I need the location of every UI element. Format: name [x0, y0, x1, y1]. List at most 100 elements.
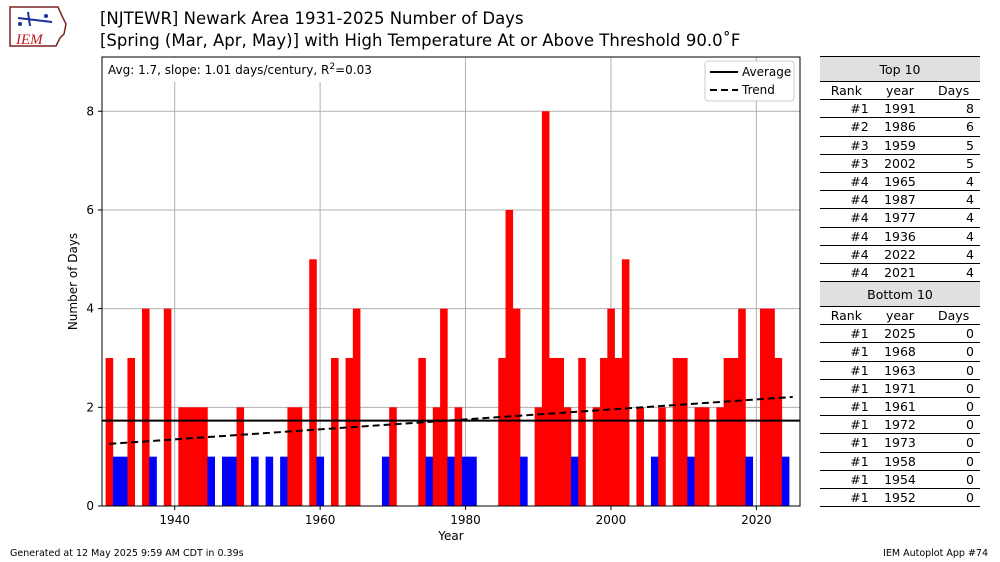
bar-1959 [309, 259, 317, 506]
bar-1990 [534, 407, 543, 506]
bar-1944 [200, 407, 208, 506]
top-10-row: #4 2022 4 [820, 245, 980, 264]
top-10-row: #4 1965 4 [820, 172, 980, 192]
bar-2017 [730, 357, 739, 506]
bar-2022 [767, 308, 775, 506]
top-10-cell: 1936 [872, 227, 928, 246]
bar-1933 [120, 456, 128, 506]
bar-1939 [163, 308, 172, 506]
top-10-row: #4 2021 4 [820, 263, 980, 283]
bar-1932 [112, 456, 121, 506]
top-10-cell: 5 [927, 154, 980, 173]
bar-1948 [229, 456, 237, 506]
top-10-row: #3 2002 5 [820, 154, 980, 173]
bar-2009 [672, 357, 681, 506]
x-tick-label: 1940 [159, 513, 190, 527]
top-10-title: Top 10 [820, 56, 980, 82]
x-tick-label: 2000 [596, 513, 627, 527]
top-10-cell: #4 [820, 172, 873, 192]
bottom-10-cell: #1 [820, 433, 873, 453]
bar-1998 [592, 407, 601, 506]
bottom-10-cell: 0 [927, 452, 980, 471]
bottom-10-cell: #1 [820, 470, 873, 489]
top-10-cell: #3 [820, 136, 873, 155]
bottom-10-cell: #1 [820, 324, 873, 344]
x-tick-label: 1960 [305, 513, 336, 527]
bottom-10-cell: 0 [927, 470, 980, 489]
bar-1995 [570, 456, 579, 506]
bottom-10-row: #1 1963 0 [820, 361, 980, 380]
bar-1942 [185, 407, 194, 506]
bar-1949 [236, 407, 245, 506]
bar-2023 [774, 357, 783, 506]
bar-1947 [221, 456, 230, 506]
top-10-row: #4 1977 4 [820, 208, 980, 228]
plot-frame [101, 56, 801, 507]
bar-1931 [105, 357, 114, 506]
stats-box [103, 58, 368, 82]
bottom-10-cell: #1 [820, 452, 873, 471]
y-tick-label: 8 [86, 104, 94, 118]
top-10-cell: 1977 [872, 208, 928, 228]
iem-logo: IEM [9, 6, 67, 48]
top-10-cell: #4 [820, 208, 873, 228]
bottom-10-header-row: Rank year Days [820, 306, 980, 326]
bar-1988 [520, 456, 528, 506]
bar-1955 [280, 456, 288, 506]
bottom-10-cell: 1952 [872, 488, 928, 508]
bar-1945 [207, 456, 215, 506]
bar-1934 [127, 357, 136, 506]
bottom-10-cell: 1972 [872, 415, 928, 435]
top-10-cell: 2021 [872, 263, 928, 283]
bottom-10-cell: 0 [927, 397, 980, 417]
chart-title-line2: [Spring (Mar, Apr, May)] with High Tempe… [100, 31, 741, 50]
bar-2019 [745, 456, 754, 506]
top-10-cell: 4 [927, 208, 980, 228]
bottom-10-cell: 1968 [872, 342, 928, 362]
bar-1956 [287, 407, 295, 506]
bar-2013 [701, 407, 710, 506]
bar-2006 [650, 456, 659, 506]
bar-2007 [658, 407, 666, 506]
y-axis-label: Number of Days [66, 233, 80, 330]
y-tick-label: 0 [86, 499, 94, 513]
bottom-10-row: #1 1973 0 [820, 433, 980, 453]
bar-2021 [760, 308, 768, 506]
bottom-10-header-cell: year [872, 306, 928, 326]
bar-1978 [447, 456, 455, 506]
bar-1953 [265, 456, 274, 506]
bar-1937 [149, 456, 157, 506]
top-10-cell: 5 [927, 136, 980, 155]
stats-annotation: Avg: 1.7, slope: 1.01 days/century, R2=0… [108, 62, 372, 77]
footer-generated-text: Generated at 12 May 2025 9:59 AM CDT in … [10, 548, 244, 559]
bar-2016 [723, 357, 732, 506]
bottom-10-row: #1 1972 0 [820, 415, 980, 435]
bar-1994 [563, 407, 572, 506]
bar-2004 [636, 407, 644, 506]
bar-2011 [687, 456, 695, 506]
top-10-cell: #1 [820, 99, 873, 119]
bottom-10-cell: 1961 [872, 397, 928, 417]
bar-1951 [251, 456, 259, 506]
bar-1991 [541, 111, 550, 507]
bar-2012 [694, 407, 703, 506]
bottom-10-cell: 1971 [872, 379, 928, 398]
bottom-10-cell: 0 [927, 361, 980, 380]
bar-1985 [498, 357, 506, 506]
top-10-row: #4 1987 4 [820, 190, 980, 210]
bar-1976 [432, 407, 441, 506]
bottom-10-header-cell: Rank [820, 306, 873, 326]
bar-1941 [178, 407, 186, 506]
bar-1936 [141, 308, 150, 506]
bar-1981 [469, 456, 477, 506]
bar-2002 [621, 259, 630, 506]
bottom-10-cell: 0 [927, 415, 980, 435]
bar-1970 [389, 407, 397, 506]
top-10-cell: 1965 [872, 172, 928, 192]
top-10-cell: #2 [820, 117, 873, 137]
bar-1986 [505, 209, 514, 506]
bar-1943 [192, 407, 201, 506]
legend-average-label: Average [742, 65, 791, 79]
top-10-row: #4 1936 4 [820, 227, 980, 246]
